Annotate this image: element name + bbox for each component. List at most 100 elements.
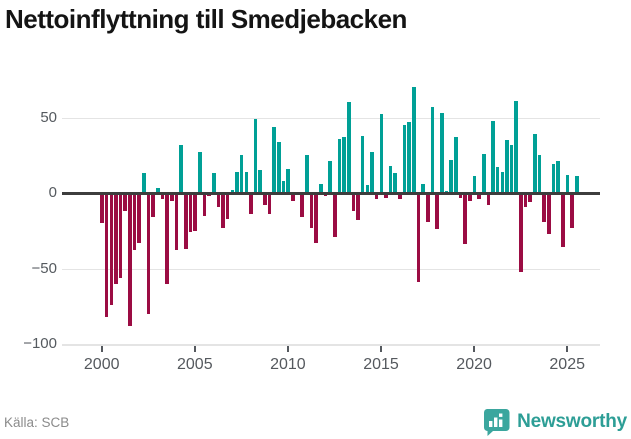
bar — [570, 193, 574, 228]
bar — [183, 193, 188, 249]
bar — [467, 193, 472, 201]
bar — [235, 171, 239, 193]
bar — [370, 152, 374, 193]
bar — [537, 155, 542, 193]
gridline — [62, 344, 600, 345]
bar — [388, 165, 393, 193]
bar — [542, 193, 547, 222]
bar — [244, 171, 249, 193]
bar — [225, 193, 230, 219]
bar — [193, 193, 197, 231]
bar — [398, 193, 402, 200]
bar — [407, 122, 412, 193]
x-axis-tick — [286, 346, 289, 352]
bar — [505, 140, 509, 193]
chart-title: Nettoinflyttning till Smedjebacken — [5, 4, 407, 34]
bar — [100, 193, 104, 224]
bar — [463, 193, 467, 245]
bar — [109, 193, 114, 305]
bar — [360, 135, 365, 193]
bar — [472, 176, 477, 193]
bar — [151, 193, 155, 218]
bar — [253, 119, 258, 193]
y-axis-tick-label: −50 — [31, 260, 57, 277]
bar — [435, 193, 439, 230]
gridline — [62, 269, 600, 270]
bar — [272, 126, 277, 193]
bar — [374, 193, 379, 200]
x-axis-tick — [100, 346, 103, 352]
bar — [137, 193, 142, 243]
bar — [500, 171, 505, 193]
bar — [170, 193, 174, 201]
bar — [249, 193, 253, 215]
bar — [216, 193, 221, 207]
x-axis-tick — [380, 346, 382, 352]
bar — [239, 155, 244, 193]
zero-axis-line — [62, 192, 600, 195]
bar — [286, 168, 290, 193]
source-note: Källa: SCB — [4, 415, 70, 430]
bar — [426, 193, 430, 222]
x-axis-tick-label: 2005 — [177, 356, 213, 373]
bar — [356, 193, 360, 221]
bar — [393, 173, 398, 193]
x-axis-tick-label: 2020 — [456, 356, 492, 373]
bar — [277, 141, 281, 193]
bar — [491, 120, 495, 193]
bar — [179, 144, 183, 193]
y-axis-tick-label: 0 — [48, 184, 57, 201]
bar-chart-speech-bubble-icon — [484, 409, 510, 436]
bar — [263, 193, 267, 206]
bar — [156, 188, 160, 193]
bar — [160, 193, 165, 200]
bar — [556, 161, 560, 193]
bar — [523, 193, 528, 207]
bar — [551, 164, 556, 193]
bar — [128, 193, 132, 326]
bar — [533, 134, 537, 193]
bar — [421, 183, 425, 193]
bar — [197, 152, 202, 193]
bar — [142, 173, 146, 193]
bar — [402, 125, 407, 193]
bar — [118, 193, 123, 278]
bar — [174, 193, 179, 251]
bar — [449, 159, 453, 193]
bar — [337, 138, 342, 193]
bar — [165, 193, 169, 284]
x-axis-line — [62, 345, 600, 346]
bar — [114, 193, 118, 284]
bar — [328, 161, 332, 193]
bar — [477, 193, 481, 200]
newsworthy-logo[interactable]: Newsworthy — [483, 408, 627, 436]
bar — [221, 193, 225, 228]
bar — [342, 137, 346, 193]
bar — [453, 137, 458, 193]
bar — [481, 153, 486, 193]
y-axis-tick-label: 50 — [40, 109, 57, 126]
bar — [230, 189, 235, 193]
brand-name: Newsworthy — [517, 411, 627, 432]
bar — [351, 193, 356, 212]
bar — [495, 167, 500, 193]
bar — [309, 193, 314, 228]
x-axis-tick — [566, 346, 569, 352]
bar — [365, 185, 370, 193]
bar — [528, 193, 533, 203]
x-axis-tick — [193, 346, 196, 352]
bar — [267, 193, 272, 215]
bar — [281, 180, 286, 193]
bar — [379, 114, 384, 193]
bar — [519, 193, 523, 272]
bar — [565, 174, 570, 193]
bar — [211, 173, 216, 193]
bar — [430, 106, 435, 193]
bar — [318, 183, 323, 193]
bar — [258, 170, 263, 193]
bar — [314, 193, 318, 243]
bar — [561, 193, 565, 248]
bar — [547, 193, 551, 234]
gridline — [62, 118, 600, 119]
